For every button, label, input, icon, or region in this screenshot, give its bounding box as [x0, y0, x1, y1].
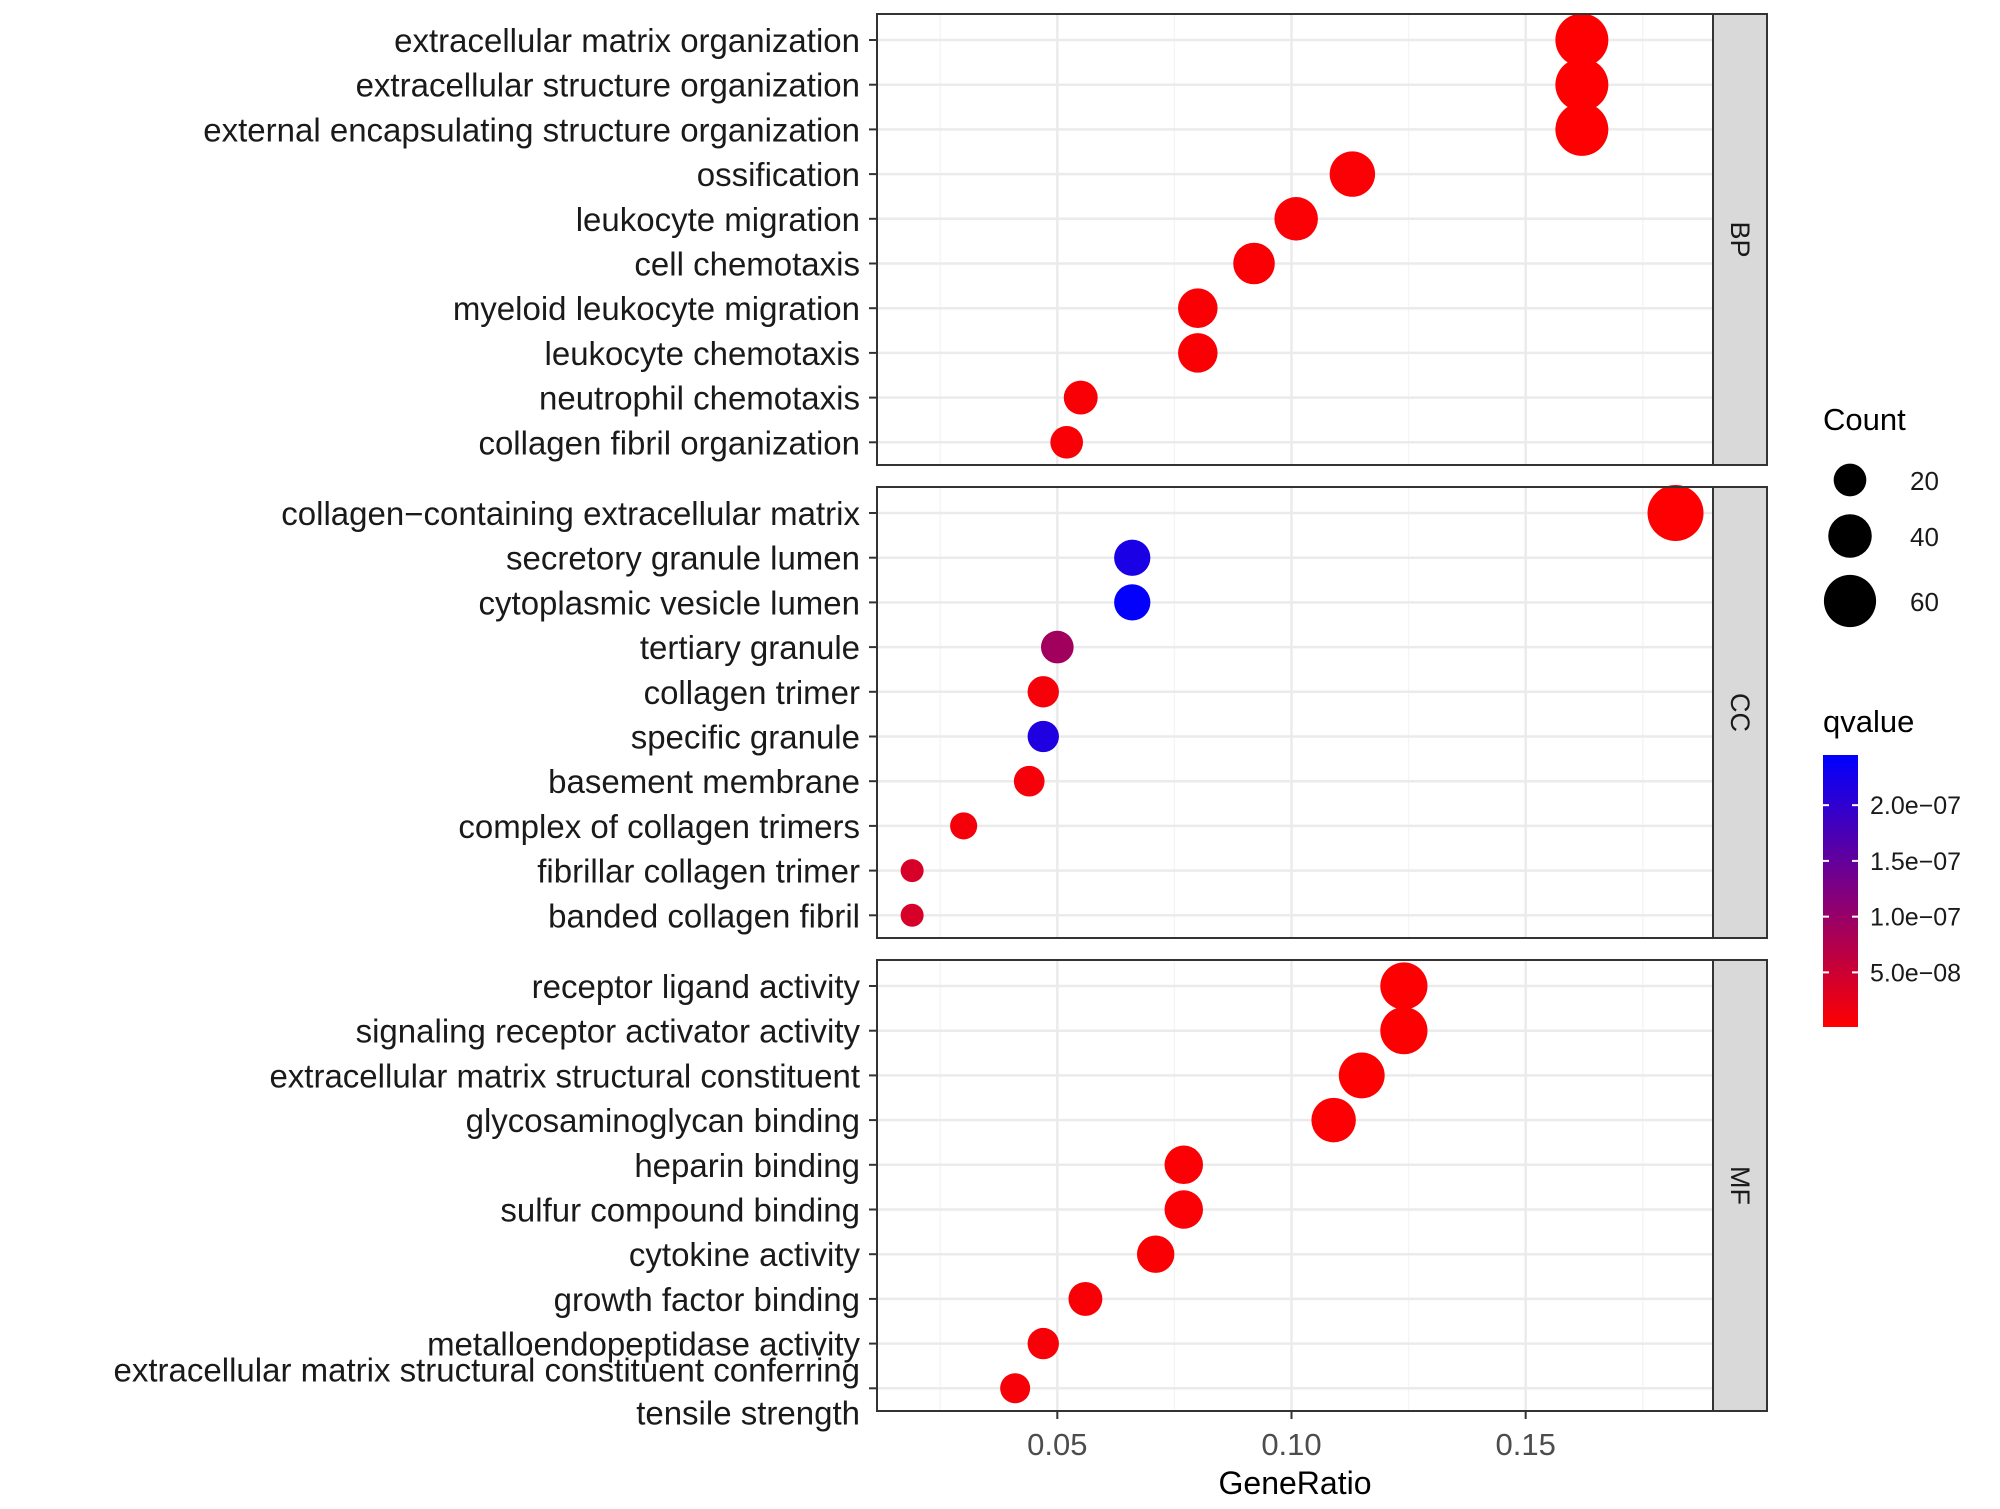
y-tick-label: leukocyte chemotaxis — [545, 335, 860, 372]
x-axis: 0.05 0.10 0.15 — [1027, 1411, 1556, 1462]
panel-background — [877, 487, 1713, 938]
count-legend-label: 40 — [1910, 522, 1939, 552]
facet-panel-mf: receptor ligand activity signaling recept… — [114, 959, 1768, 1431]
data-point — [1555, 102, 1609, 156]
y-tick-label: extracellular structure organization — [356, 67, 860, 104]
colorbar-tick-label: 1.0e−07 — [1870, 904, 1961, 932]
y-tick-label: extracellular matrix structural constitu… — [114, 1351, 860, 1388]
colorbar-tick-label: 1.5e−07 — [1870, 848, 1961, 876]
data-point — [1274, 197, 1318, 241]
y-tick-label: cell chemotaxis — [634, 246, 860, 283]
qvalue-legend-title: qvalue — [1823, 704, 1914, 739]
x-axis-title: GeneRatio — [1219, 1465, 1372, 1501]
count-legend-key — [1828, 514, 1872, 558]
data-point — [1380, 962, 1428, 1010]
count-legend-key — [1823, 574, 1877, 628]
y-tick-label: banded collagen fibril — [548, 897, 860, 934]
facet-panel-bp: extracellular matrix organization extrace… — [203, 13, 1768, 466]
data-point — [900, 859, 924, 883]
y-tick-label: metalloendopeptidase activity — [427, 1326, 860, 1363]
y-tick-label: tensile strength — [636, 1394, 860, 1431]
facet-strip-label: CC — [1725, 693, 1755, 732]
x-tick-label: 0.10 — [1261, 1427, 1321, 1462]
count-legend-title: Count — [1823, 402, 1906, 437]
data-point — [1164, 1190, 1204, 1229]
data-point — [1233, 242, 1275, 285]
data-point — [1555, 13, 1609, 67]
y-tick-label: myeloid leukocyte migration — [453, 290, 860, 327]
y-tick-label: signaling receptor activator activity — [356, 1013, 861, 1050]
count-legend-label: 60 — [1910, 587, 1939, 617]
data-point — [1040, 630, 1074, 664]
facet-strip-label: BP — [1725, 221, 1755, 257]
y-tick-label: heparin binding — [634, 1147, 860, 1184]
data-point — [1164, 1145, 1204, 1185]
data-point — [1114, 539, 1151, 576]
facet-panel-cc: collagen−containing extracellular matrix… — [281, 485, 1768, 939]
data-point — [1027, 1327, 1059, 1360]
data-point — [1136, 1235, 1175, 1273]
facet-strip — [1712, 486, 1768, 939]
colorbar-tick-label: 5.0e−08 — [1870, 959, 1961, 987]
y-tick-label: specific granule — [631, 719, 860, 756]
y-tick-label: basement membrane — [548, 763, 860, 800]
data-point — [1329, 151, 1376, 197]
data-point — [950, 812, 978, 840]
data-point — [1380, 1007, 1428, 1055]
data-point — [1013, 765, 1045, 797]
y-tick-label: neutrophil chemotaxis — [539, 380, 860, 417]
data-point — [1068, 1281, 1103, 1316]
data-point — [1555, 58, 1609, 112]
y-tick-label: secretory granule lumen — [506, 540, 860, 577]
data-point — [1027, 676, 1059, 708]
data-point — [1647, 485, 1704, 541]
data-point — [1338, 1052, 1385, 1099]
y-tick-label: leukocyte migration — [576, 201, 860, 238]
count-legend: Count 20 40 60 — [1823, 402, 1939, 628]
data-point — [1178, 333, 1218, 373]
data-point — [1114, 584, 1151, 621]
data-point — [1000, 1373, 1031, 1404]
facet-strip — [1712, 959, 1768, 1412]
data-point — [1178, 288, 1218, 328]
x-tick-label: 0.15 — [1495, 1427, 1555, 1462]
data-point — [1063, 380, 1098, 415]
y-tick-label: collagen trimer — [644, 674, 860, 711]
y-tick-label: fibrillar collagen trimer — [537, 853, 860, 890]
y-tick-label: sulfur compound binding — [500, 1192, 860, 1229]
y-tick-label: collagen fibril organization — [478, 424, 860, 461]
facet-strip — [1712, 13, 1768, 466]
y-tick-label: ossification — [697, 156, 860, 193]
panel-background — [877, 960, 1713, 1411]
y-tick-label: tertiary granule — [640, 629, 860, 666]
y-tick-label: extracellular matrix structural constitu… — [269, 1057, 860, 1094]
y-tick-label: complex of collagen trimers — [458, 808, 860, 845]
y-tick-label: collagen−containing extracellular matrix — [281, 495, 860, 532]
facet-panels: extracellular matrix organization extrace… — [114, 13, 1768, 1431]
x-tick-label: 0.05 — [1027, 1427, 1087, 1462]
y-tick-label: receptor ligand activity — [532, 968, 861, 1005]
data-point — [1311, 1097, 1356, 1143]
data-point — [1050, 425, 1084, 459]
y-tick-label: glycosaminoglycan binding — [466, 1102, 860, 1139]
qvalue-colorbar — [1823, 755, 1858, 1027]
y-tick-label: extracellular matrix organization — [394, 22, 860, 59]
data-point — [900, 903, 924, 927]
y-tick-label: growth factor binding — [554, 1281, 860, 1318]
qvalue-legend: qvalue 5.0e−08 1.0e−07 1.5e−07 2.0e−07 — [1823, 704, 1961, 1027]
colorbar-tick-label: 2.0e−07 — [1870, 792, 1961, 820]
count-legend-key — [1833, 463, 1867, 497]
y-tick-label: cytokine activity — [629, 1236, 861, 1273]
count-legend-label: 20 — [1910, 466, 1939, 496]
y-tick-label: cytoplasmic vesicle lumen — [479, 584, 860, 621]
data-point — [1027, 720, 1059, 753]
y-tick-label: external encapsulating structure organiz… — [203, 111, 860, 148]
facet-strip-label: MF — [1725, 1166, 1755, 1205]
